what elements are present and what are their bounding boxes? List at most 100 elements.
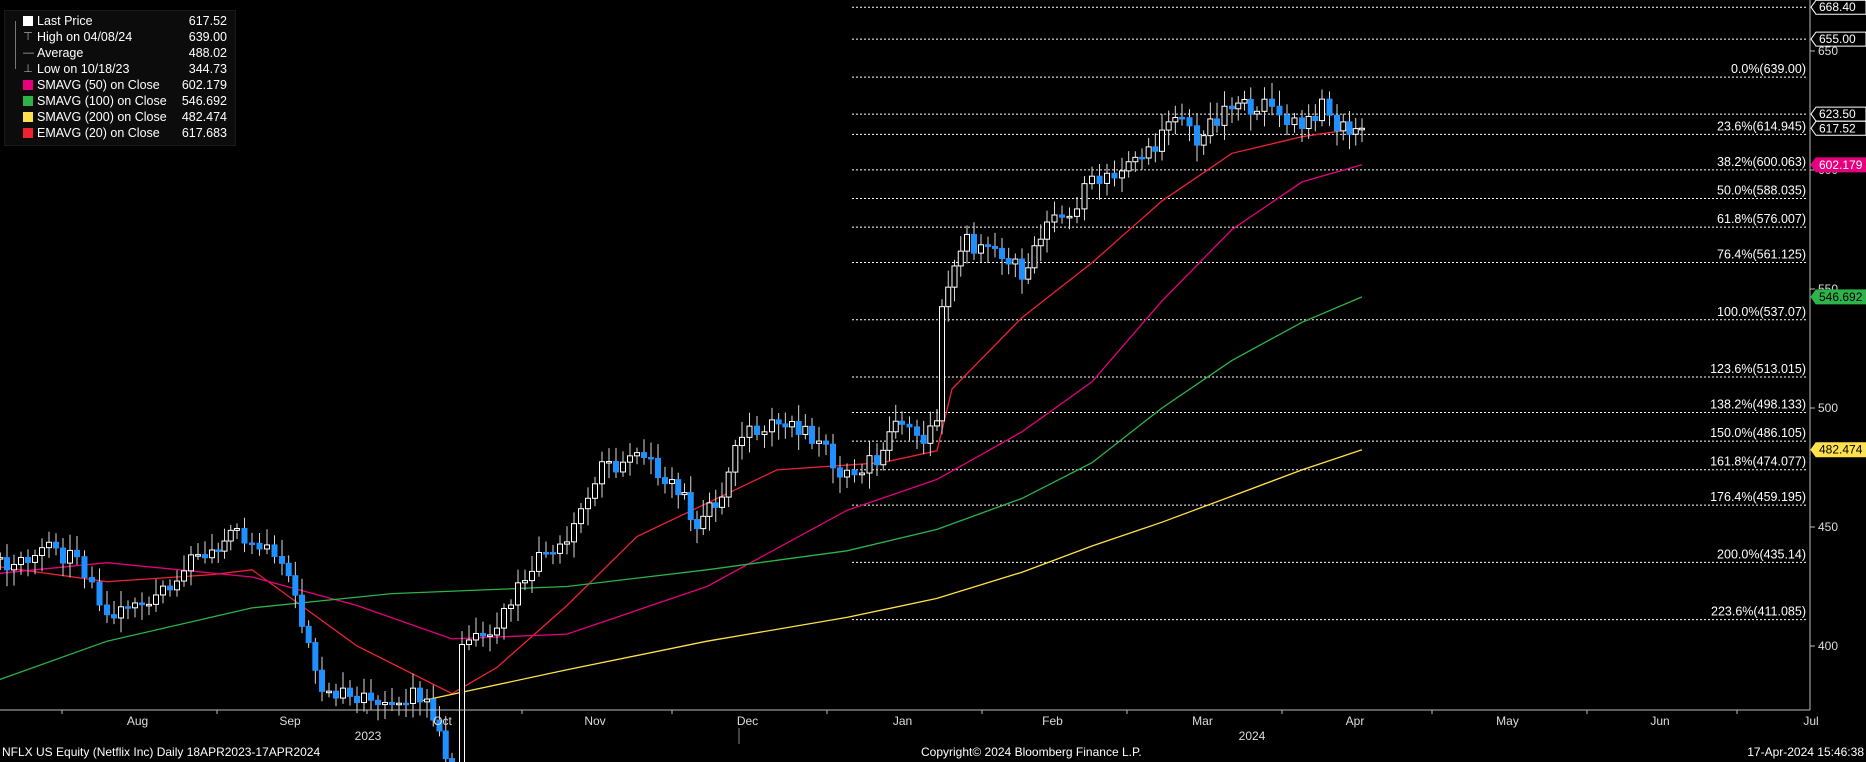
fib-label: 23.6%(614.945): [1717, 119, 1806, 133]
footer-security-info: NFLX US Equity (Netflix Inc) Daily 18APR…: [2, 745, 321, 759]
candle-body: [319, 669, 325, 692]
candle-body: [957, 250, 964, 267]
candle-body: [81, 556, 88, 578]
candle-body: [4, 557, 10, 571]
x-month-label: Jun: [1650, 714, 1669, 728]
legend-value: 602.179: [181, 78, 227, 92]
price-marker: 546.692: [1810, 289, 1866, 305]
legend-label: EMAVG (20) on Close: [37, 126, 160, 140]
candle-body: [1074, 208, 1080, 217]
candle-body: [816, 440, 822, 444]
candle-body: [1276, 105, 1283, 116]
candle-body: [700, 515, 707, 530]
candle-body: [417, 687, 423, 703]
candle-body: [473, 632, 479, 641]
chart-legend: Last Price 617.52 ⊤ High on 04/08/24 639…: [4, 10, 236, 146]
fib-label: 176.4%(459.195): [1710, 490, 1806, 504]
candle-body: [18, 556, 24, 566]
legend-row-low: ⊥ Low on 10/18/23 344.73: [5, 61, 235, 77]
candle-body: [1241, 98, 1248, 104]
candle-body: [299, 594, 305, 627]
candle-body: [326, 690, 332, 694]
y-tick-label: 650: [1818, 44, 1838, 58]
candle-body: [564, 541, 570, 545]
candle-body: [1172, 116, 1179, 123]
candle-body: [1104, 172, 1110, 184]
candle-body: [354, 695, 360, 704]
candlesticks: [0, 82, 1365, 762]
price-marker: 655.00: [1810, 31, 1866, 47]
candle-body: [613, 460, 619, 473]
candle-body: [802, 425, 809, 435]
candle-body: [1037, 238, 1044, 247]
candle-body: [160, 585, 166, 596]
footer-timestamp: 17-Apr-2024 15:46:38: [1747, 745, 1864, 759]
candle-body: [1319, 98, 1325, 122]
candle-body: [1299, 117, 1305, 129]
candle-body: [934, 420, 940, 427]
candle-body: [195, 554, 201, 557]
fib-label: 61.8%(576.007): [1717, 212, 1806, 226]
candle-body: [1235, 102, 1242, 110]
moving-average-lines: [0, 127, 1363, 702]
candle-body: [844, 469, 850, 478]
y-tick-label: 500: [1818, 401, 1838, 415]
average-marker-icon: —: [23, 47, 34, 59]
legend-value: 488.02: [188, 46, 227, 60]
candle-body: [1305, 115, 1312, 129]
candle-body: [508, 604, 514, 609]
candle-body: [375, 699, 381, 706]
candle-body: [11, 564, 17, 571]
price-marker: 617.52: [1810, 120, 1866, 136]
candle-body: [487, 634, 493, 637]
axes: 400450500550600650AugSepOctNovDecJanFebM…: [0, 0, 1838, 744]
x-month-label: Jan: [893, 714, 912, 728]
candle-body: [424, 698, 430, 703]
x-month-label: Mar: [1192, 714, 1213, 728]
price-marker-box: [1810, 289, 1866, 305]
fib-label: 161.8%(474.077): [1710, 455, 1806, 469]
candle-body: [951, 265, 958, 288]
price-marker-box: [1810, 106, 1866, 122]
candle-body: [279, 555, 285, 564]
candle-body: [1346, 121, 1353, 135]
candle-body: [543, 552, 549, 555]
price-marker-label: 623.50: [1819, 107, 1856, 121]
candle-body: [1247, 98, 1254, 115]
sma200-swatch: [23, 112, 33, 122]
legend-row-ema20: EMAVG (20) on Close 617.683: [5, 125, 235, 141]
candle-body: [67, 549, 73, 564]
candle-body: [0, 557, 4, 560]
candle-body: [1359, 127, 1365, 131]
ema20-swatch: [23, 128, 33, 138]
candle-body: [1269, 98, 1275, 107]
candle-body: [32, 554, 38, 563]
x-month-label: May: [1496, 714, 1519, 728]
candle-body: [340, 687, 346, 699]
candle-body: [789, 420, 795, 428]
fib-label: 223.6%(411.085): [1711, 605, 1806, 619]
price-marker-label: 482.474: [1819, 443, 1863, 457]
candle-body: [1352, 128, 1359, 135]
price-marker-label: 617.52: [1819, 121, 1856, 135]
candle-body: [227, 529, 234, 542]
candle-body: [655, 457, 661, 479]
sma100-line: [0, 296, 1363, 681]
candle-body: [264, 544, 270, 550]
candle-body: [347, 687, 353, 697]
candle-body: [1261, 98, 1268, 112]
candle-body: [1186, 117, 1193, 127]
candle-body: [403, 702, 409, 706]
candle-body: [761, 431, 768, 435]
candle-body: [241, 528, 248, 544]
price-marker: 482.474: [1810, 442, 1866, 458]
candle-body: [1145, 146, 1152, 159]
candle-body: [823, 440, 829, 445]
candle-body: [1165, 121, 1172, 131]
x-month-label: Nov: [584, 714, 605, 728]
legend-row-sma200: SMAVG (200) on Close 482.474: [5, 109, 235, 125]
legend-row-sma100: SMAVG (100) on Close 546.692: [5, 93, 235, 109]
last-price-swatch: [23, 16, 33, 26]
candle-body: [945, 286, 952, 308]
price-marker-box: [1810, 157, 1866, 173]
